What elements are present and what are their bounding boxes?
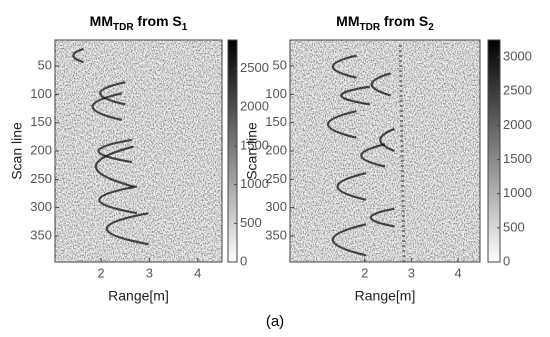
y-tick-label: 350 [265,227,287,242]
y-tick-label: 300 [265,199,287,214]
x-tick-label: 4 [194,265,201,280]
y-tick-label: 150 [265,114,287,129]
x-axis-label: Range[m] [108,288,169,304]
x-tick-label: 4 [454,265,461,280]
reflection-streak [336,172,367,201]
x-tick-label: 2 [361,265,368,280]
y-axis-label: Scan line [244,122,260,180]
chart-title: MMTDR from S2 [336,13,434,33]
colorbar-tick-label: 0 [240,253,247,268]
reflection-streak [340,85,370,106]
reflection-streak [98,185,138,215]
reflection-streak [91,92,123,121]
y-tick-label: 50 [273,57,287,72]
y-tick-label: 100 [265,86,287,101]
title-part: from S [380,13,428,29]
y-tick-label: 250 [265,171,287,186]
y-axis-label: Scan line [9,122,25,180]
title-part: MM [90,13,113,29]
x-tick-label: 3 [408,265,415,280]
y-tick-label: 50 [38,57,52,72]
colorbar-tick-label: 500 [240,215,262,230]
y-tick-label: 300 [30,199,52,214]
reflection-streak [95,145,134,188]
colorbar [227,39,238,263]
reflection-streak [369,207,395,228]
reflection-streak [379,127,395,153]
reflection-streak [331,54,357,79]
title-part: from S [134,13,182,29]
title-part: TDR [359,22,380,33]
colorbar-tick-label: 2000 [240,99,269,114]
heatmap-noise [55,40,222,262]
title-part: TDR [113,22,134,33]
chart-title: MMTDR from S1 [90,13,188,33]
colorbar-tick-label: 0 [503,253,510,268]
y-tick-label: 250 [30,171,52,186]
caption: (a) [266,313,284,330]
x-tick-label: 2 [97,265,104,280]
colorbar-tick-label: 1000 [240,176,269,191]
x-axis-label: Range[m] [355,288,416,304]
title-part: MM [336,13,359,29]
colorbar-tick-label: 2500 [240,60,269,75]
reflection-streak [105,212,149,246]
colorbar-tick-label: 1000 [503,185,532,200]
colorbar-tick-label: 1500 [240,137,269,152]
colorbar-tick-label: 2500 [503,83,532,98]
x-tick-label: 3 [146,265,153,280]
vertical-trace [398,44,406,263]
colorbar [487,39,501,263]
colorbar-tick-label: 1500 [503,151,532,166]
y-tick-label: 200 [265,142,287,157]
reflection-streak [97,138,133,164]
reflection-streak [72,47,84,64]
y-tick-label: 100 [30,86,52,101]
title-part: 1 [182,22,188,33]
reflection-streak [360,143,386,168]
colorbar-tick-label: 500 [503,219,525,234]
colorbar-tick-label: 2000 [503,117,532,132]
y-tick-label: 150 [30,114,52,129]
reflection-streak [326,109,357,139]
heatmap-noise [290,40,480,262]
title-part: 2 [428,22,434,33]
colorbar-tick-label: 3000 [503,49,532,64]
y-tick-label: 350 [30,227,52,242]
reflection-streak [99,81,126,106]
reflection-streak [370,72,392,97]
y-tick-label: 200 [30,142,52,157]
reflection-streak [331,223,367,257]
